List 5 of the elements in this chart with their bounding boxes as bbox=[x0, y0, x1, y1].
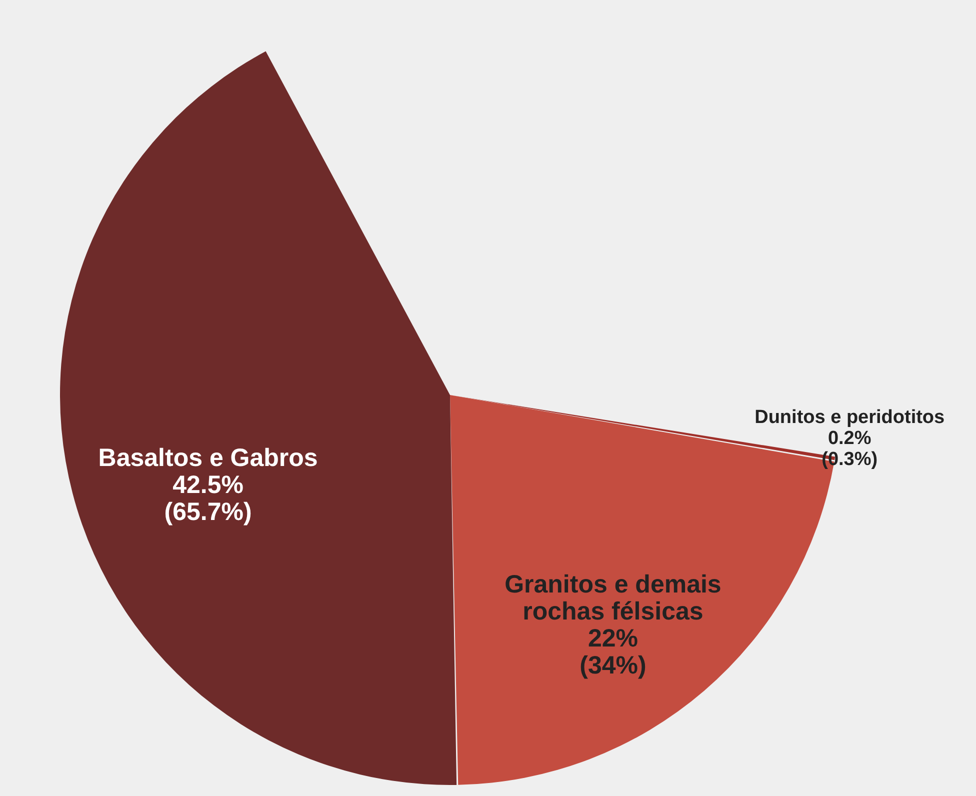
slice-label: Granitos e demais rochas félsicas bbox=[504, 570, 722, 626]
data-label: 22% (34%) bbox=[580, 624, 646, 680]
slice-label: Basaltos e Gabros bbox=[98, 444, 318, 472]
data-label: 42.5% (65.7%) bbox=[164, 470, 252, 526]
slice-label: Dunitos e peridotitos bbox=[754, 406, 945, 428]
